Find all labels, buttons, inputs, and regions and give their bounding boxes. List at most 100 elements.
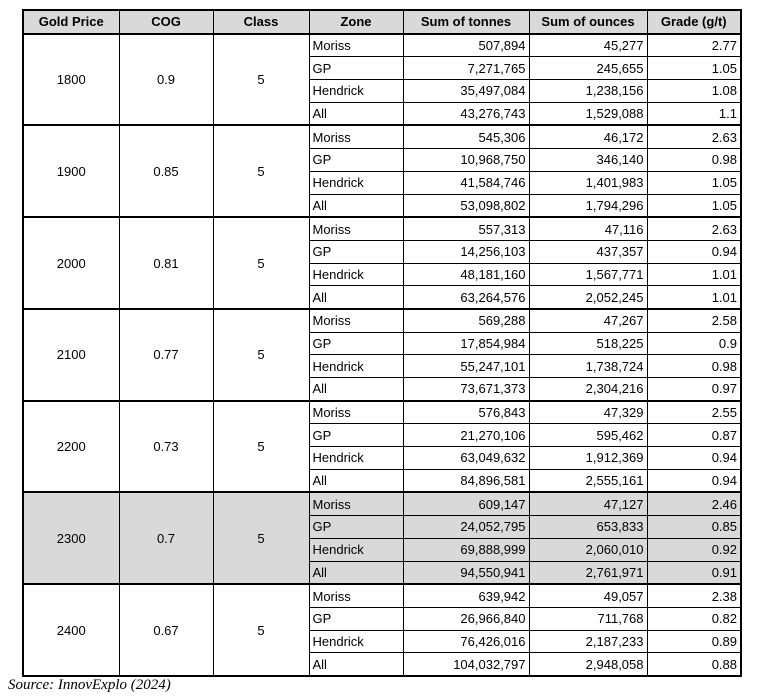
ounces-cell: 46,172 bbox=[528, 124, 648, 150]
ounces-cell: 2,555,161 bbox=[528, 468, 648, 493]
table-row: GP 21,270,106 595,462 0.87 bbox=[23, 423, 742, 448]
header-row: Gold Price COG Class Zone Sum of tonnes … bbox=[22, 9, 742, 35]
class-cell: 5 bbox=[212, 216, 310, 310]
cog-cell: 0.67 bbox=[118, 583, 214, 677]
zone-cell: Moriss bbox=[308, 399, 404, 425]
zone-cell: Hendrick bbox=[308, 446, 404, 470]
grade-cell: 1.1 bbox=[646, 101, 742, 126]
ounces-cell: 1,794,296 bbox=[528, 193, 648, 218]
tonnes-cell: 73,671,373 bbox=[402, 376, 530, 402]
zone-cell: Moriss bbox=[308, 216, 404, 241]
ounces-cell: 45,277 bbox=[528, 33, 648, 58]
tonnes-cell: 104,032,797 bbox=[402, 652, 530, 677]
ounces-cell: 47,267 bbox=[528, 307, 648, 333]
table-row: 2000 0.81 5 Moriss 557,313 47,116 2.63 bbox=[22, 216, 742, 310]
tonnes-cell: 41,584,746 bbox=[402, 170, 530, 195]
tonnes-cell: 55,247,101 bbox=[402, 354, 530, 378]
ounces-cell: 49,057 bbox=[528, 583, 648, 608]
tonnes-cell: 14,256,103 bbox=[402, 239, 530, 264]
class-cell: 5 bbox=[212, 583, 310, 677]
cog-cell: 0.81 bbox=[118, 216, 214, 310]
ounces-cell: 518,225 bbox=[528, 331, 648, 356]
grade-cell: 0.9 bbox=[646, 331, 742, 356]
table-row: 2100 0.77 5 Moriss 569,288 47,267 2.58 bbox=[22, 307, 742, 402]
zone-cell: All bbox=[308, 193, 404, 218]
tonnes-cell: 609,147 bbox=[402, 491, 530, 517]
ounces-cell: 346,140 bbox=[528, 148, 648, 172]
gold-price-cell: 2300 bbox=[22, 491, 120, 585]
grade-cell: 0.89 bbox=[646, 629, 742, 654]
tonnes-cell: 569,288 bbox=[402, 307, 530, 333]
header-grade: Grade (g/t) bbox=[646, 9, 742, 35]
tonnes-cell: 63,049,632 bbox=[402, 446, 530, 470]
ounces-cell: 595,462 bbox=[528, 423, 648, 448]
grade-cell: 0.87 bbox=[646, 423, 742, 448]
ounces-cell: 1,529,088 bbox=[528, 101, 648, 126]
class-cell: 5 bbox=[212, 33, 310, 126]
zone-cell: Moriss bbox=[308, 124, 404, 150]
table-row: GP 17,854,984 518,225 0.9 bbox=[23, 331, 742, 356]
tonnes-cell: 84,896,581 bbox=[402, 468, 530, 493]
gold-price-cell: 2200 bbox=[22, 399, 120, 493]
grade-cell: 0.94 bbox=[646, 446, 742, 470]
table-row: GP 10,968,750 346,140 0.98 bbox=[23, 148, 742, 172]
ounces-cell: 2,761,971 bbox=[528, 560, 648, 585]
ounces-cell: 1,238,156 bbox=[528, 79, 648, 103]
table-row: 1800 0.9 5 Moriss 507,894 45,277 2.77 bbox=[22, 33, 742, 126]
tonnes-cell: 557,313 bbox=[402, 216, 530, 241]
ounces-cell: 1,567,771 bbox=[528, 262, 648, 287]
header-gold-price: Gold Price bbox=[22, 9, 120, 35]
class-cell: 5 bbox=[212, 399, 310, 493]
ounces-cell: 47,127 bbox=[528, 491, 648, 517]
zone-cell: All bbox=[308, 376, 404, 402]
resource-table: Gold Price COG Class Zone Sum of tonnes … bbox=[22, 9, 742, 677]
grade-cell: 0.82 bbox=[646, 606, 742, 631]
header-sum-tonnes: Sum of tonnes bbox=[402, 9, 530, 35]
tonnes-cell: 43,276,743 bbox=[402, 101, 530, 126]
tonnes-cell: 17,854,984 bbox=[402, 331, 530, 356]
table-row: 2200 0.73 5 Moriss 576,843 47,329 2.55 bbox=[22, 399, 742, 493]
zone-cell: Moriss bbox=[308, 583, 404, 608]
cog-cell: 0.85 bbox=[118, 124, 214, 218]
zone-cell: GP bbox=[308, 423, 404, 448]
zone-cell: All bbox=[308, 560, 404, 585]
tonnes-cell: 76,426,016 bbox=[402, 629, 530, 654]
grade-cell: 0.92 bbox=[646, 537, 742, 562]
header-sum-ounces: Sum of ounces bbox=[528, 9, 648, 35]
table-row: 2300 0.7 5 Moriss 609,147 47,127 2.46 bbox=[22, 491, 742, 585]
class-cell: 5 bbox=[212, 124, 310, 218]
ounces-cell: 2,948,058 bbox=[528, 652, 648, 677]
zone-cell: GP bbox=[308, 148, 404, 172]
zone-cell: Hendrick bbox=[308, 537, 404, 562]
cog-cell: 0.77 bbox=[118, 307, 214, 402]
grade-cell: 1.08 bbox=[646, 79, 742, 103]
table-row: All 43,276,743 1,529,088 1.1 bbox=[23, 101, 742, 126]
grade-cell: 0.94 bbox=[646, 239, 742, 264]
zone-cell: Hendrick bbox=[308, 262, 404, 287]
tonnes-cell: 26,966,840 bbox=[402, 606, 530, 631]
zone-cell: Hendrick bbox=[308, 79, 404, 103]
cog-cell: 0.73 bbox=[118, 399, 214, 493]
ounces-cell: 47,329 bbox=[528, 399, 648, 425]
zone-cell: GP bbox=[308, 606, 404, 631]
zone-cell: All bbox=[308, 468, 404, 493]
table-row: All 53,098,802 1,794,296 1.05 bbox=[23, 193, 742, 218]
grade-cell: 0.98 bbox=[646, 354, 742, 378]
ounces-cell: 711,768 bbox=[528, 606, 648, 631]
grade-cell: 2.38 bbox=[646, 583, 742, 608]
zone-cell: Hendrick bbox=[308, 629, 404, 654]
table-row: All 104,032,797 2,948,058 0.88 bbox=[23, 652, 742, 677]
gold-price-cell: 2400 bbox=[22, 583, 120, 677]
ounces-cell: 1,738,724 bbox=[528, 354, 648, 378]
zone-cell: All bbox=[308, 101, 404, 126]
ounces-cell: 1,912,369 bbox=[528, 446, 648, 470]
zone-cell: All bbox=[308, 285, 404, 310]
cog-cell: 0.9 bbox=[118, 33, 214, 126]
gold-price-cell: 1800 bbox=[22, 33, 120, 126]
header-zone: Zone bbox=[308, 9, 404, 35]
tonnes-cell: 24,052,795 bbox=[402, 515, 530, 539]
gold-price-cell: 2100 bbox=[22, 307, 120, 402]
table-row: All 84,896,581 2,555,161 0.94 bbox=[23, 468, 742, 493]
ounces-cell: 2,052,245 bbox=[528, 285, 648, 310]
zone-cell: Moriss bbox=[308, 491, 404, 517]
